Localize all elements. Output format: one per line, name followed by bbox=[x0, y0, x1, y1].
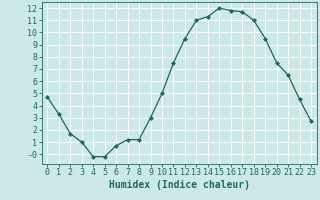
X-axis label: Humidex (Indice chaleur): Humidex (Indice chaleur) bbox=[109, 180, 250, 190]
